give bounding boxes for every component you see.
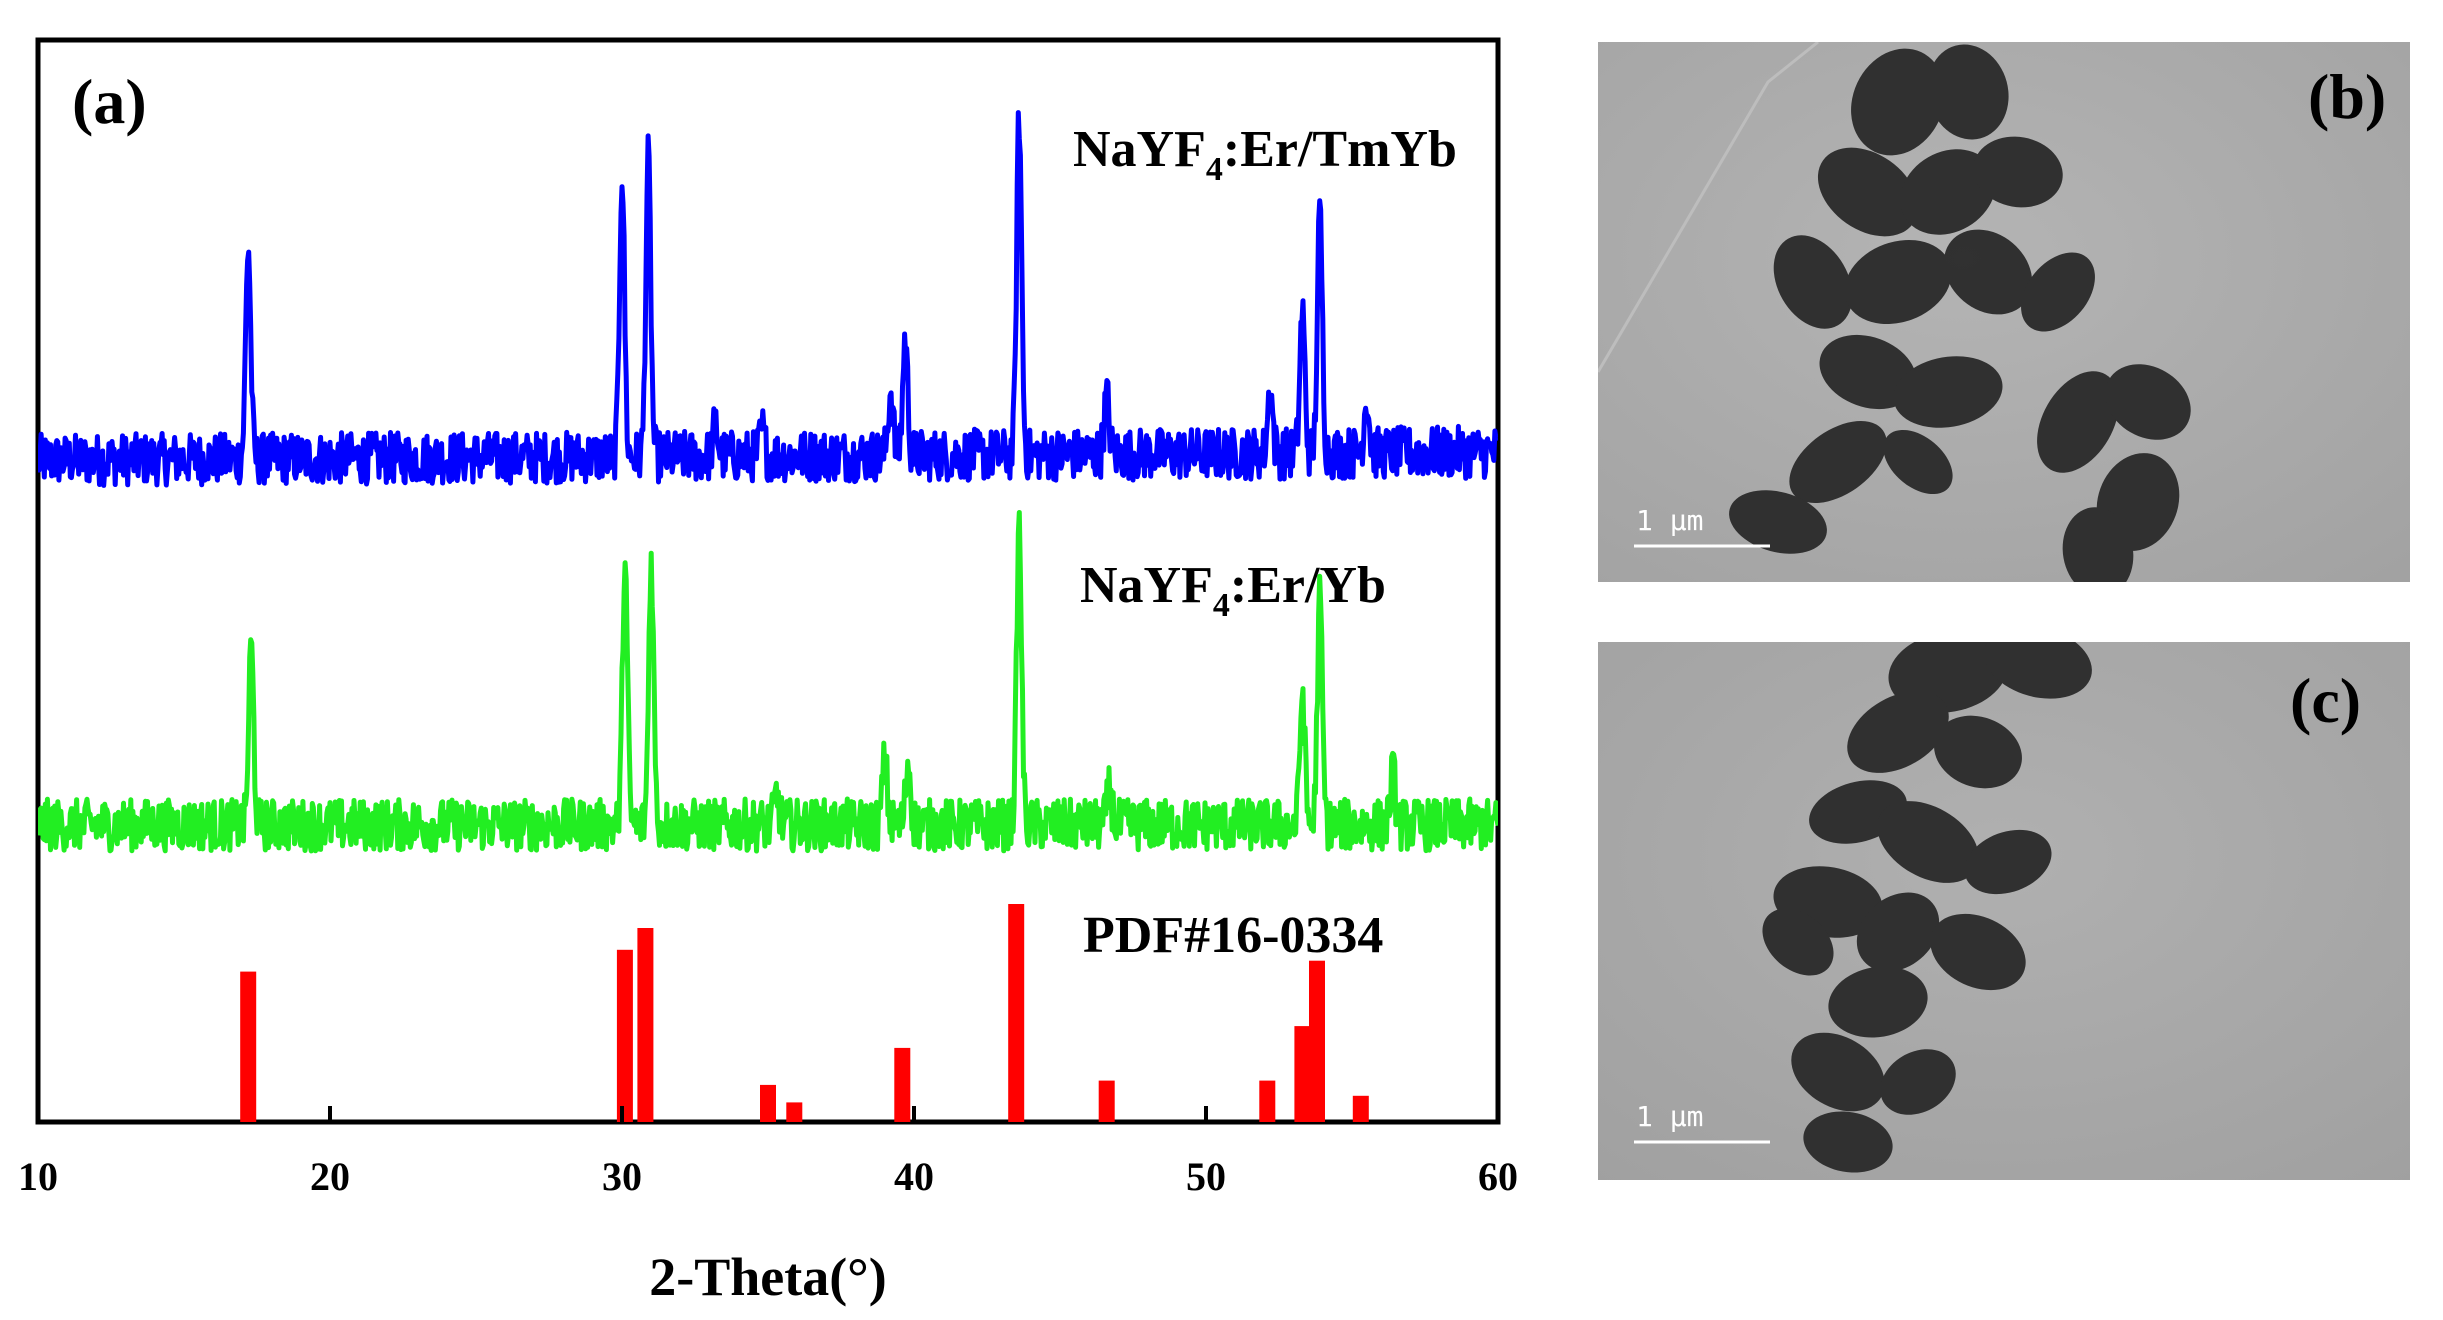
reference-bar	[1352, 1095, 1369, 1122]
reference-bar	[894, 1047, 911, 1122]
x-tick-label: 60	[1478, 1154, 1518, 1199]
reference-bar	[760, 1084, 776, 1122]
reference-bar	[1098, 1080, 1115, 1122]
series-label-green: NaYF4:Er/Yb	[1080, 557, 1386, 624]
x-tick-label: 30	[602, 1154, 642, 1199]
x-axis-label: 2-Theta(°)	[649, 1247, 887, 1307]
x-axis-ticks: 10 20 30 40 50 60	[18, 1106, 1518, 1199]
nanoparticle-cluster-c	[1598, 642, 2410, 1180]
x-tick-label: 40	[894, 1154, 934, 1199]
nanoparticle-cluster-b	[1598, 42, 2410, 582]
tem-image-c: 1 μm (c)	[1598, 642, 2410, 1180]
scale-bar-label-b: 1 μm	[1636, 504, 1704, 537]
tem-image-b: 1 μm (b)	[1598, 42, 2410, 582]
scale-bar-label-c: 1 μm	[1636, 1100, 1704, 1133]
x-tick-label: 20	[310, 1154, 350, 1199]
reference-bar	[637, 928, 654, 1122]
reference-bar	[1259, 1080, 1276, 1122]
xrd-series-line	[38, 110, 1498, 488]
xrd-plot: 10 20 30 40 50 60 (a) NaYF4:Er/TmYb NaYF4:Er/…	[18, 37, 1518, 1307]
panel-label-a: (a)	[72, 66, 147, 137]
reference-bars	[240, 904, 1369, 1122]
panel-label-b: (b)	[2308, 61, 2387, 132]
reference-bar	[1008, 904, 1025, 1122]
series-label-blue: NaYF4:Er/TmYb	[1073, 121, 1457, 188]
series-label-reference: PDF#16-0334	[1083, 907, 1383, 964]
panel-label-c: (c)	[2290, 665, 2362, 736]
reference-bar	[1294, 1026, 1311, 1122]
reference-bar	[1309, 960, 1325, 1122]
x-tick-label: 50	[1186, 1154, 1226, 1199]
reference-bar	[240, 971, 257, 1122]
reference-bar	[616, 949, 633, 1122]
xrd-traces	[38, 110, 1498, 854]
reference-bar	[786, 1102, 803, 1122]
xrd-series-line	[38, 510, 1498, 854]
x-tick-label: 10	[18, 1154, 58, 1199]
